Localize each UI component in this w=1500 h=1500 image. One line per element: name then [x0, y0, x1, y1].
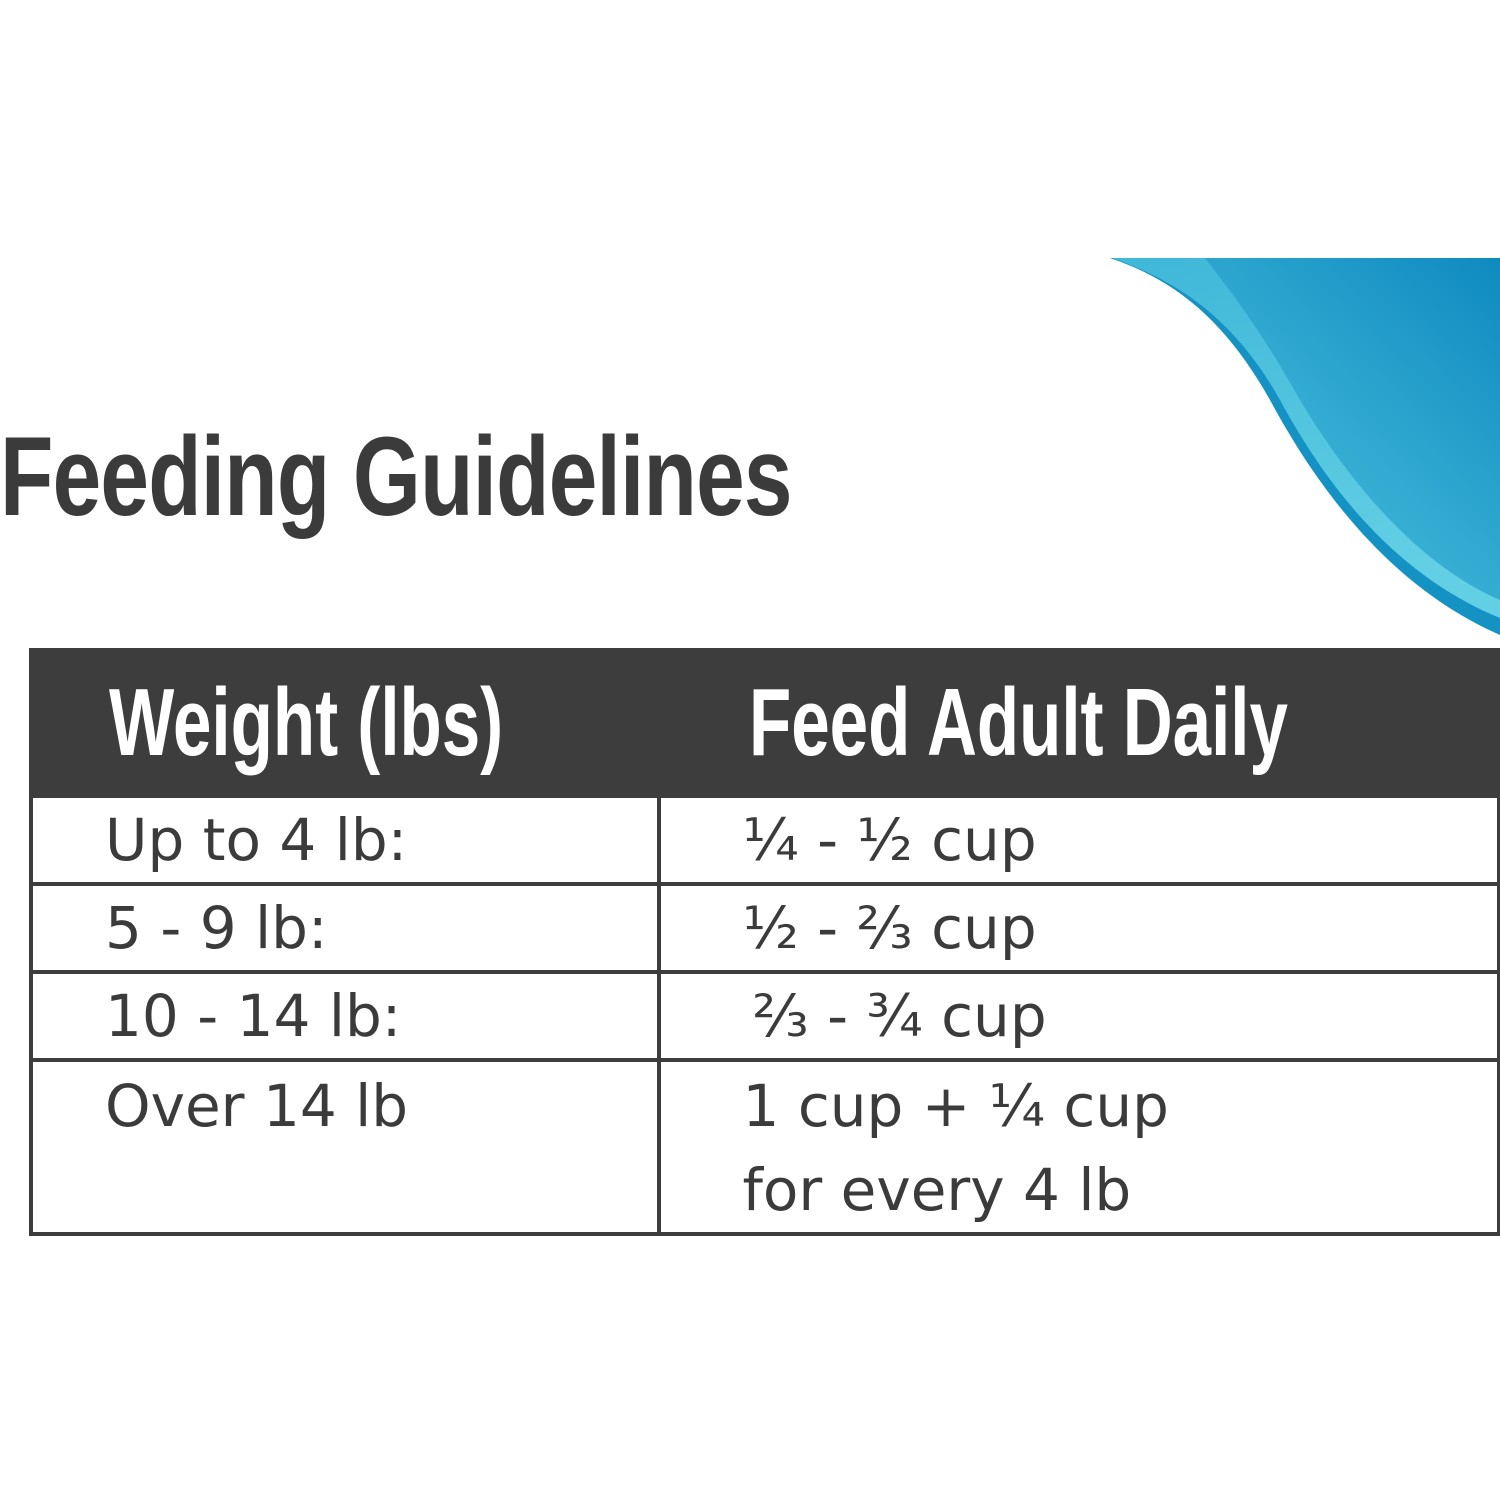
weight-cell: 5 - 9 lb: [29, 882, 661, 974]
header-feed-label: Feed Adult Daily [748, 669, 1288, 776]
feeding-table: Weight (lbs) Feed Adult Daily Up to 4 lb… [29, 648, 1500, 1236]
table-row: Over 14 lb 1 cup + ¼ cup for every 4 lb [29, 1058, 1500, 1236]
feed-cell: ¼ - ½ cup [656, 794, 1500, 886]
table-row: Up to 4 lb: ¼ - ½ cup [29, 794, 1500, 886]
wave-inner [1205, 258, 1500, 600]
feed-cell: 1 cup + ¼ cup for every 4 lb [656, 1058, 1500, 1236]
feed-cell: ⅔ - ¾ cup [656, 970, 1500, 1062]
feed-line-2: for every 4 lb [742, 1156, 1132, 1224]
weight-cell: Over 14 lb [29, 1058, 661, 1236]
weight-cell: 10 - 14 lb: [29, 970, 661, 1062]
table-row: 10 - 14 lb: ⅔ - ¾ cup [29, 970, 1500, 1062]
header-weight: Weight (lbs) [29, 648, 661, 798]
table-row: 5 - 9 lb: ½ - ⅔ cup [29, 882, 1500, 974]
table-header-row: Weight (lbs) Feed Adult Daily [29, 648, 1500, 798]
weight-cell: Up to 4 lb: [29, 794, 661, 886]
feed-cell: ½ - ⅔ cup [656, 882, 1500, 974]
header-weight-label: Weight (lbs) [109, 669, 504, 776]
header-feed: Feed Adult Daily [656, 648, 1500, 798]
page-title: Feeding Guidelines [0, 414, 793, 539]
feed-line-1: 1 cup + ¼ cup [742, 1072, 1169, 1140]
